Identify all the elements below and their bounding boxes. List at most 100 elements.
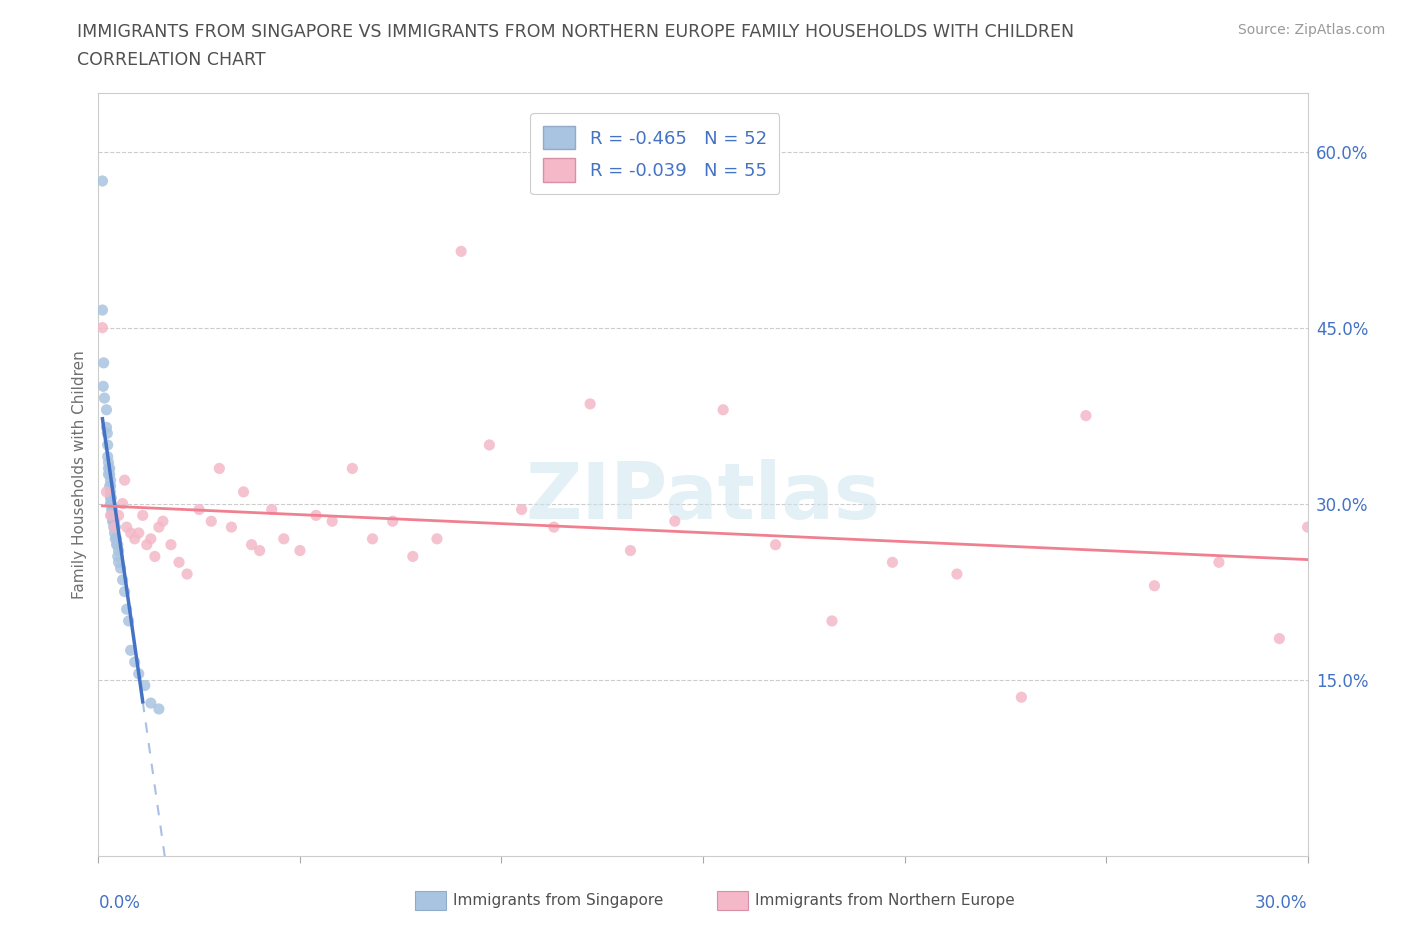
Point: [288, 543, 311, 558]
Point: [115, 602, 138, 617]
Point: [232, 485, 254, 499]
Point: [579, 396, 602, 411]
Text: 30.0%: 30.0%: [1256, 895, 1308, 912]
Point: [93, 355, 115, 370]
Point: [135, 538, 157, 552]
Point: [543, 520, 565, 535]
Point: [107, 538, 129, 552]
Point: [200, 513, 222, 528]
Point: [115, 520, 138, 535]
Point: [321, 513, 343, 528]
Point: [93, 391, 115, 405]
Point: [100, 502, 122, 517]
Point: [139, 696, 162, 711]
Point: [1296, 520, 1319, 535]
Point: [342, 461, 364, 476]
Point: [664, 513, 686, 528]
Point: [107, 543, 129, 558]
Text: IMMIGRANTS FROM SINGAPORE VS IMMIGRANTS FROM NORTHERN EUROPE FAMILY HOUSEHOLDS W: IMMIGRANTS FROM SINGAPORE VS IMMIGRANTS …: [77, 23, 1074, 41]
Point: [128, 525, 150, 540]
Text: 0.0%: 0.0%: [98, 895, 141, 912]
Point: [107, 549, 129, 564]
Point: [111, 573, 134, 588]
Point: [821, 614, 844, 629]
Legend: R = -0.465   N = 52, R = -0.039   N = 55: R = -0.465 N = 52, R = -0.039 N = 55: [530, 113, 779, 194]
Point: [98, 467, 121, 482]
Point: [96, 426, 118, 441]
Point: [114, 584, 136, 599]
Point: [128, 666, 150, 681]
Point: [103, 520, 125, 535]
Point: [946, 566, 969, 581]
Point: [882, 555, 904, 570]
Point: [101, 513, 124, 528]
Point: [97, 455, 120, 470]
Point: [100, 490, 122, 505]
Point: [104, 520, 127, 535]
Point: [98, 479, 121, 494]
Point: [450, 244, 472, 259]
Point: [139, 531, 162, 546]
Point: [1143, 578, 1166, 593]
Point: [107, 555, 129, 570]
Text: ZIPatlas: ZIPatlas: [526, 459, 880, 535]
Point: [100, 497, 122, 512]
Point: [101, 508, 124, 523]
Text: CORRELATION CHART: CORRELATION CHART: [77, 51, 266, 69]
Point: [381, 513, 404, 528]
Point: [100, 485, 122, 499]
Point: [167, 555, 190, 570]
Point: [101, 502, 124, 517]
Point: [478, 437, 501, 452]
Point: [107, 508, 129, 523]
Point: [143, 549, 166, 564]
Text: Immigrants from Singapore: Immigrants from Singapore: [453, 893, 664, 908]
Point: [132, 508, 155, 523]
Point: [260, 502, 283, 517]
Point: [104, 531, 127, 546]
Point: [96, 403, 118, 418]
Point: [240, 538, 263, 552]
Point: [100, 472, 122, 487]
Point: [103, 513, 125, 528]
Point: [100, 490, 122, 505]
Point: [110, 561, 132, 576]
Point: [188, 502, 211, 517]
Point: [249, 543, 271, 558]
Y-axis label: Family Households with Children: Family Households with Children: [72, 350, 87, 599]
Point: [97, 461, 120, 476]
Point: [273, 531, 295, 546]
Point: [103, 520, 125, 535]
Point: [1268, 631, 1291, 646]
Point: [221, 520, 243, 535]
Point: [97, 467, 120, 482]
Point: [124, 655, 146, 670]
Point: [124, 531, 146, 546]
Point: [96, 420, 118, 435]
Point: [176, 566, 198, 581]
Point: [148, 701, 170, 716]
Point: [120, 525, 142, 540]
Point: [134, 678, 156, 693]
Point: [97, 449, 120, 464]
Point: [361, 531, 384, 546]
Point: [402, 549, 425, 564]
Point: [91, 379, 114, 393]
Point: [96, 485, 118, 499]
Point: [91, 320, 114, 335]
Point: [103, 525, 125, 540]
Point: [208, 461, 231, 476]
Point: [100, 479, 122, 494]
Point: [111, 497, 134, 512]
Text: Source: ZipAtlas.com: Source: ZipAtlas.com: [1237, 23, 1385, 37]
Point: [97, 437, 120, 452]
Point: [148, 520, 170, 535]
Point: [1074, 408, 1097, 423]
Point: [105, 531, 128, 546]
Point: [1208, 555, 1230, 570]
Point: [305, 508, 328, 523]
Point: [91, 302, 114, 317]
Point: [510, 502, 533, 517]
Point: [426, 531, 449, 546]
Point: [105, 538, 128, 552]
